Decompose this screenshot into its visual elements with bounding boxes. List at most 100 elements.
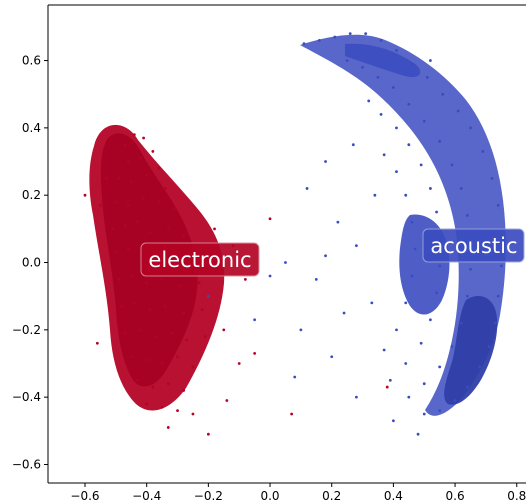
electronic-point (136, 378, 139, 382)
acoustic-point (376, 75, 380, 79)
electronic-point (120, 304, 124, 308)
acoustic-point (382, 348, 386, 352)
electronic-point (139, 328, 142, 332)
acoustic-point (404, 193, 408, 197)
acoustic-point (453, 399, 457, 402)
acoustic-point (395, 328, 398, 332)
electronic-point (206, 432, 210, 436)
electronic-point (203, 335, 207, 338)
acoustic-point (413, 247, 417, 251)
acoustic-point (438, 139, 442, 143)
electronic-point (136, 220, 139, 224)
electronic-point (151, 385, 155, 389)
acoustic-point (410, 62, 414, 66)
acoustic-point (499, 264, 503, 268)
acoustic-point (478, 365, 482, 369)
electronic-point (145, 281, 149, 285)
electronic-point (243, 277, 247, 281)
annotation-acoustic: acoustic (422, 228, 525, 263)
y-tick-label: 0.6 (22, 54, 41, 68)
acoustic-point (496, 203, 500, 207)
acoustic-point (496, 294, 500, 298)
electronic-point (145, 402, 149, 406)
electronic-point (142, 197, 146, 200)
acoustic-point (284, 261, 287, 264)
acoustic-point (379, 38, 383, 42)
acoustic-point (438, 365, 442, 369)
acoustic-point (354, 395, 358, 399)
electronic-point (129, 180, 133, 184)
acoustic-point (206, 294, 210, 298)
electronic-point (123, 224, 127, 227)
acoustic-point (345, 59, 349, 62)
acoustic-point (299, 328, 303, 332)
acoustic-point (469, 126, 472, 130)
acoustic-point (438, 264, 442, 268)
acoustic-point (459, 187, 463, 190)
acoustic-point (388, 378, 392, 382)
acoustic-point (435, 210, 438, 214)
electronic-point (145, 358, 149, 362)
y-tick-label: 0.2 (22, 188, 41, 202)
electronic-point (126, 160, 130, 163)
electronic-point (166, 227, 170, 231)
annotation-electronic-text: electronic (148, 248, 251, 272)
electronic-point (200, 308, 204, 312)
acoustic-point (305, 187, 309, 190)
y-tick-label: −0.2 (12, 323, 41, 337)
electronic-point (173, 207, 176, 211)
acoustic-point (373, 193, 377, 197)
acoustic-point (293, 375, 297, 379)
electronic-point (166, 426, 170, 429)
electronic-point (179, 284, 183, 288)
electronic-point (126, 247, 130, 251)
annotation-acoustic-box (422, 228, 525, 263)
annotation-acoustic-text: acoustic (430, 234, 517, 258)
acoustic-point (459, 321, 463, 325)
electronic-point (268, 217, 272, 221)
electronic-point (132, 133, 136, 136)
electronic-point (160, 277, 164, 281)
acoustic-point (438, 409, 442, 413)
electronic-point (123, 143, 127, 147)
acoustic-point (348, 32, 352, 36)
acoustic-point (481, 150, 485, 153)
acoustic-point (253, 318, 257, 322)
acoustic-point (450, 345, 454, 349)
electronic-point (160, 405, 164, 409)
x-tick-label: −0.6 (70, 489, 99, 501)
y-tick-label: 0.4 (22, 121, 41, 135)
acoustic-point (367, 99, 371, 103)
electronic-point (95, 341, 99, 345)
electronic-point (197, 281, 201, 285)
x-tick-label: 0.0 (260, 489, 279, 501)
y-tick-label: −0.6 (12, 457, 41, 471)
electronic-point (182, 234, 186, 237)
y-axis-ticks: 0.6 0.4 0.2 0.0 −0.2 −0.4 −0.6 (12, 54, 48, 471)
electronic-point (182, 389, 186, 392)
electronic-point (176, 355, 179, 359)
acoustic-point-cloud (300, 34, 506, 416)
acoustic-point (404, 362, 408, 365)
electronic-point (166, 382, 170, 386)
acoustic-point (314, 277, 318, 281)
electronic-point (290, 412, 294, 416)
electronic-point (114, 200, 118, 204)
electronic-point (253, 352, 257, 355)
acoustic-point (466, 294, 469, 298)
annotation-electronic-box (140, 242, 260, 277)
acoustic-point (425, 75, 429, 79)
x-axis-ticks: −0.6 −0.4 −0.2 0.0 0.2 0.4 0.6 0.8 (70, 483, 526, 501)
acoustic-point (395, 170, 398, 174)
acoustic-point (469, 267, 472, 271)
electronic-point (83, 193, 87, 197)
acoustic-point (324, 160, 327, 163)
electronic-point (117, 277, 121, 281)
acoustic-point (268, 274, 272, 278)
acoustic-point (364, 32, 368, 36)
acoustic-point (370, 301, 374, 305)
y-tick-label: 0.0 (22, 256, 41, 270)
acoustic-point (407, 395, 411, 399)
acoustic-point (419, 341, 423, 345)
